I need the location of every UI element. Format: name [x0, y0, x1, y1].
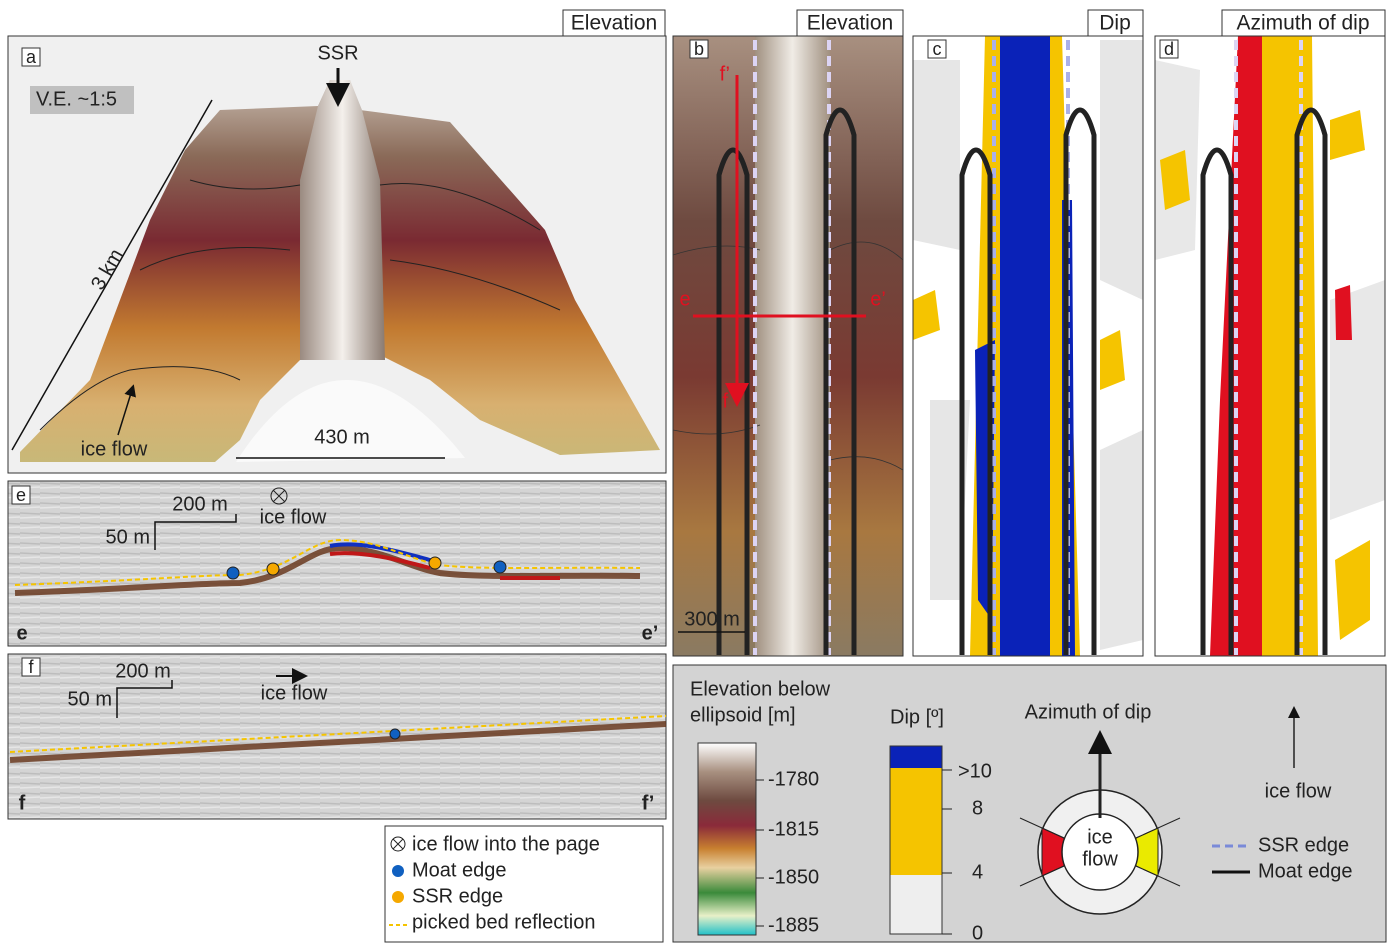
width-label: 430 m — [314, 426, 370, 448]
panel-header: Dip — [1099, 12, 1131, 35]
radargram — [8, 654, 666, 819]
scale-label: 300 m — [684, 608, 740, 630]
panel-f: f 200 m 50 m ice flow f f’ — [8, 654, 666, 819]
panel-header: Azimuth of dip — [1236, 12, 1369, 35]
v-scale: 50 m — [106, 526, 150, 548]
legend-label: Moat edge — [412, 859, 507, 881]
colorbar-label: -1850 — [768, 866, 819, 888]
moat-edge-dot — [227, 567, 239, 579]
legend-title: Dip [º] — [890, 706, 944, 728]
panel-label: e — [16, 485, 26, 505]
colorbar-label: -1815 — [768, 818, 819, 840]
moat-edge-dot — [390, 729, 400, 739]
panel-e: e 200 m 50 m ice flow e e’ — [8, 481, 666, 646]
ve-label: V.E. ~1:5 — [36, 88, 117, 110]
ssr-label: SSR — [317, 42, 358, 64]
flow-label: ice flow — [261, 682, 328, 704]
panel-label: b — [694, 39, 704, 59]
profile-label: e — [679, 288, 690, 310]
legend-title: ellipsoid [m] — [690, 704, 796, 726]
colorbar-label: 0 — [972, 922, 983, 943]
profile-legend: ice flow into the page Moat edge SSR edg… — [385, 826, 663, 942]
panel-b: Elevation b f’ f e e’ 300 m — [673, 10, 903, 656]
dip-class — [890, 768, 942, 875]
legend-label: SSR edge — [1258, 834, 1349, 856]
legend-title: Elevation below — [690, 678, 831, 700]
wheel-label: ice — [1087, 826, 1113, 848]
panel-header: Elevation — [807, 12, 893, 35]
moat-edge-dot — [494, 561, 506, 573]
profile-start: e — [16, 622, 27, 644]
legend-title: Azimuth of dip — [1025, 701, 1152, 723]
legend-label: ice flow into the page — [412, 833, 600, 855]
panel-header: Elevation — [571, 12, 657, 35]
flow-label: ice flow — [1265, 780, 1332, 802]
legend-label: SSR edge — [412, 885, 503, 907]
page: Elevation a V.E. ~1:5 SSR 3 km 430 m ice… — [0, 0, 1395, 943]
profile-end: f’ — [642, 792, 655, 814]
ssr-edge-dot — [429, 557, 441, 569]
h-scale: 200 m — [115, 660, 171, 682]
dip-class — [890, 746, 942, 768]
panel-label: c — [933, 39, 942, 59]
ridge — [755, 36, 830, 656]
v-scale: 50 m — [68, 688, 112, 710]
wheel-label: flow — [1082, 848, 1118, 870]
profile-end: e’ — [642, 622, 659, 644]
colorbar-label: -1885 — [768, 914, 819, 936]
map-legend: Elevation below ellipsoid [m] -1780 -181… — [673, 665, 1386, 943]
legend-symbol — [392, 891, 404, 903]
legend-symbol — [392, 865, 404, 877]
colorbar-label: -1780 — [768, 768, 819, 790]
h-scale: 200 m — [172, 493, 228, 515]
legend-label: Moat edge — [1258, 860, 1353, 882]
profile-label: f’ — [720, 63, 730, 85]
flow-label: ice flow — [81, 438, 148, 460]
ssr-edge-dot — [267, 563, 279, 575]
profile-start: f — [19, 792, 26, 814]
radargram — [8, 481, 666, 646]
legend-label: picked bed reflection — [412, 911, 595, 933]
profile-label: f — [722, 390, 728, 412]
panel-label: a — [26, 47, 37, 67]
panel-c: Dip c — [913, 10, 1143, 656]
profile-label: e’ — [870, 288, 886, 310]
elevation-colorbar — [698, 743, 756, 935]
figure: Elevation a V.E. ~1:5 SSR 3 km 430 m ice… — [0, 0, 1395, 943]
panel-label: d — [1164, 39, 1174, 59]
panel-a: Elevation a V.E. ~1:5 SSR 3 km 430 m ice… — [8, 10, 666, 473]
colorbar-label: 4 — [972, 861, 983, 883]
dip-class — [890, 875, 942, 934]
panel-d: Azimuth of dip d — [1155, 10, 1385, 656]
flow-label: ice flow — [260, 506, 327, 528]
colorbar-label: >10 — [958, 760, 992, 782]
colorbar-label: 8 — [972, 797, 983, 819]
